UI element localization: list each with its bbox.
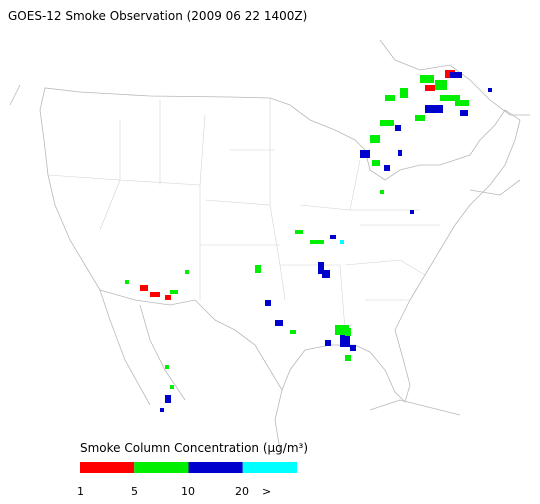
smoke-pixel [170,290,178,294]
smoke-pixel [325,340,331,346]
legend: 1 5 10 20 > [77,462,297,498]
smoke-pixel [310,240,324,244]
map-title: GOES-12 Smoke Observation (2009 06 22 14… [8,9,307,23]
smoke-pixel [140,285,148,291]
colorbar-label: 10 [181,485,195,498]
smoke-pixel [350,345,356,351]
legend-title: Smoke Column Concentration (μg/m³) [80,441,308,455]
smoke-pixel [170,385,174,389]
smoke-pixel [400,88,408,98]
smoke-pixel [290,330,296,334]
smoke-pixel [385,95,395,101]
smoke-pixel [372,160,380,166]
smoke-pixel [318,262,324,274]
smoke-pixel [488,88,492,92]
smoke-pixel [398,150,402,156]
smoke-pixel [295,230,303,234]
colorbar-label: 1 [77,485,84,498]
colorbar-segment [242,462,297,473]
smoke-pixel [165,365,169,369]
smoke-pixel [275,320,283,326]
colorbar-segment [80,462,135,473]
smoke-pixel [425,105,443,113]
smoke-pixel [380,120,394,126]
mexico-coast [99,289,461,451]
smoke-pixel [330,235,336,239]
smoke-pixel [384,165,390,171]
smoke-pixel [345,355,351,361]
smoke-pixel [255,265,261,273]
smoke-pixel [322,270,330,278]
state-lines [47,97,440,331]
smoke-pixels [125,70,492,412]
colorbar-segment [134,462,189,473]
smoke-pixel [265,300,271,306]
colorbar-label: > [262,485,271,498]
smoke-pixel [440,95,460,101]
smoke-pixel [380,190,384,194]
smoke-pixel [345,328,351,336]
smoke-pixel [335,325,349,335]
smoke-pixel [165,295,171,300]
smoke-pixel [460,110,468,116]
colorbar-segment [188,462,243,473]
smoke-pixel [340,335,350,347]
smoke-pixel [370,135,380,143]
smoke-pixel [455,100,469,106]
smoke-pixel [415,115,425,121]
smoke-pixel [165,395,171,403]
smoke-pixel [450,72,462,78]
smoke-pixel [425,85,435,91]
colorbar-label: 20 [235,485,249,498]
smoke-pixel [420,75,434,83]
smoke-pixel [125,280,129,284]
smoke-pixel [150,292,160,297]
smoke-pixel [340,240,344,244]
smoke-pixel [395,125,401,131]
smoke-pixel [435,80,447,90]
smoke-pixel [185,270,189,274]
smoke-pixel [410,210,414,214]
smoke-pixel [360,150,370,158]
colorbar-label: 5 [131,485,138,498]
basemap [9,39,530,451]
smoke-pixel [160,408,164,412]
